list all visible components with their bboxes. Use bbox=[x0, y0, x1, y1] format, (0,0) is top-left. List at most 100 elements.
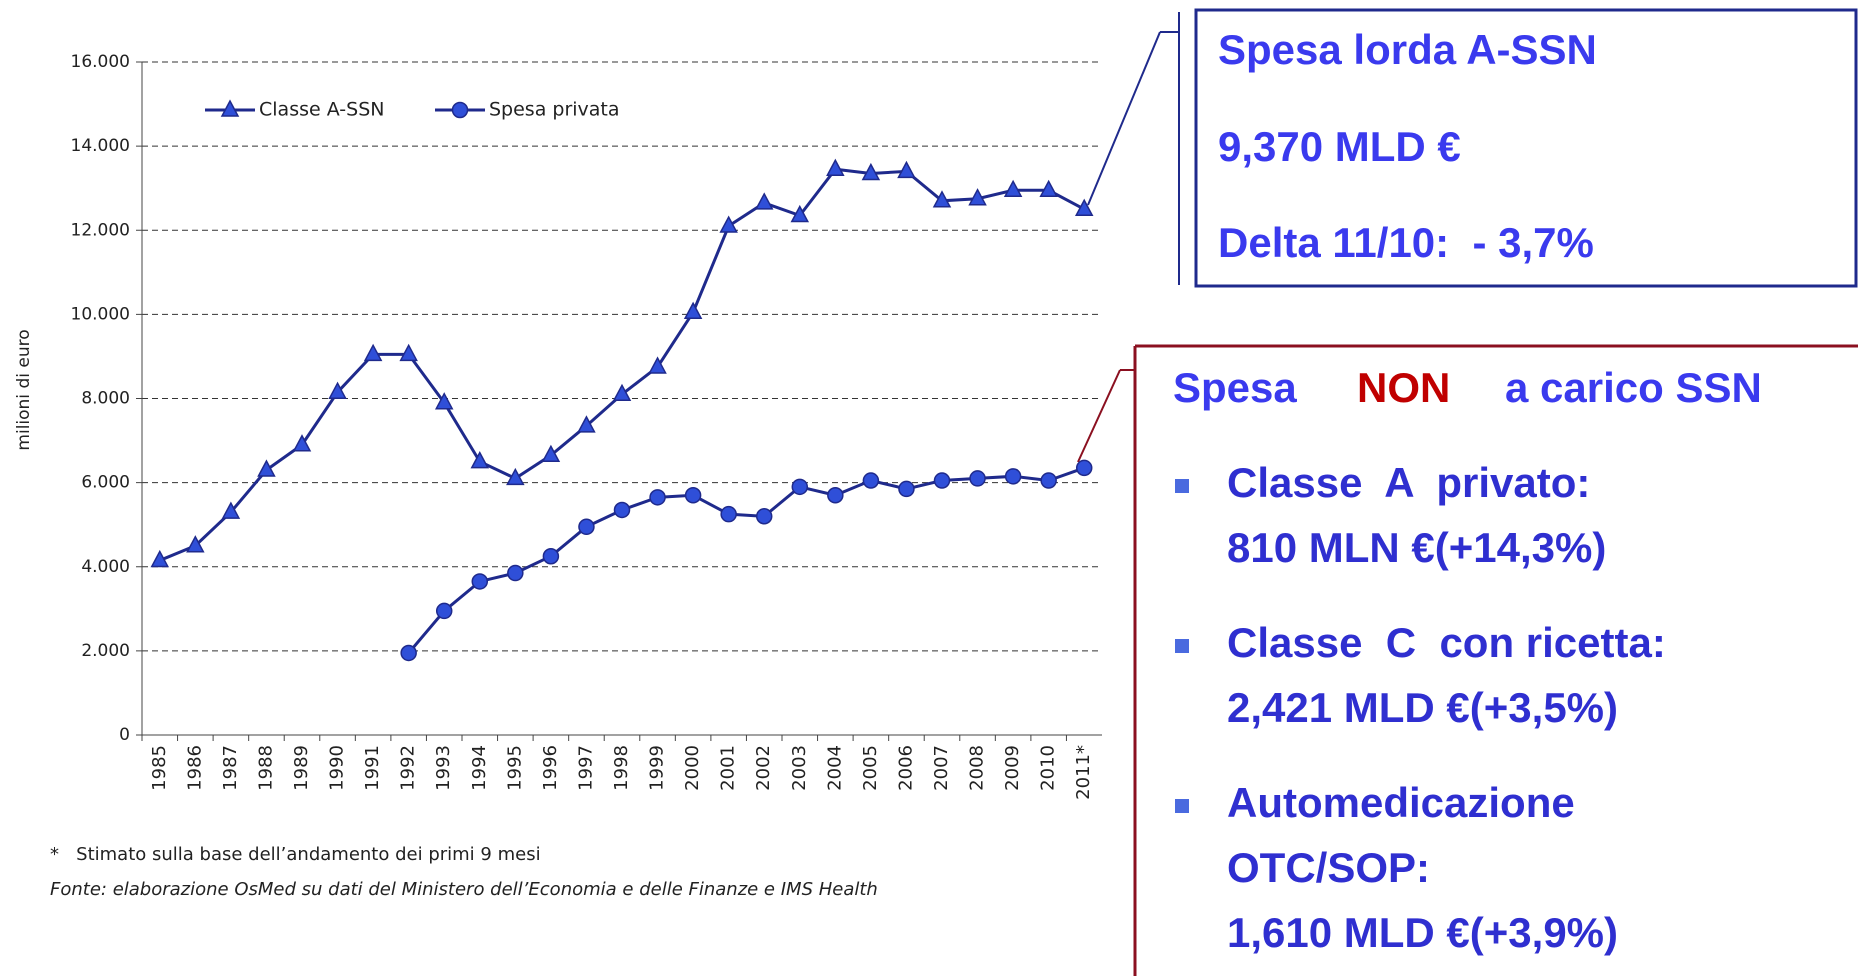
panel-private-item: Classe A privato: bbox=[1227, 459, 1590, 506]
data-point bbox=[470, 451, 490, 469]
data-point bbox=[1004, 468, 1022, 485]
x-tick-label: 2001 bbox=[718, 745, 739, 791]
data-point bbox=[862, 472, 880, 489]
data-point bbox=[754, 192, 774, 210]
x-tick-label: 1998 bbox=[611, 745, 632, 791]
x-tick-label: 2008 bbox=[967, 745, 988, 791]
data-point bbox=[898, 480, 915, 498]
data-point bbox=[861, 162, 881, 181]
data-point bbox=[507, 564, 524, 582]
source: Fonte: elaborazione OsMed su dati del Mi… bbox=[50, 879, 878, 900]
data-point bbox=[648, 356, 667, 374]
data-point bbox=[720, 505, 737, 523]
data-point bbox=[399, 343, 418, 362]
y-tick-label: 0 bbox=[119, 725, 130, 745]
data-point bbox=[683, 301, 703, 320]
legend-label: Classe A-SSN bbox=[259, 99, 385, 121]
panel-ssn-delta: Delta 11/10: - 3,7% bbox=[1218, 219, 1594, 266]
x-tick-label: 2000 bbox=[682, 745, 703, 791]
y-tick-label: 14.000 bbox=[71, 136, 130, 156]
data-point bbox=[969, 470, 986, 487]
data-point bbox=[826, 158, 845, 177]
legend-label: Spesa privata bbox=[489, 99, 620, 121]
data-point bbox=[578, 518, 595, 536]
data-point bbox=[400, 644, 417, 662]
data-point bbox=[186, 535, 205, 553]
x-tick-label: 2002 bbox=[753, 745, 774, 791]
x-tick-label: 2010 bbox=[1038, 745, 1059, 791]
legend-marker bbox=[220, 99, 240, 117]
data-point bbox=[649, 489, 666, 506]
data-point bbox=[435, 602, 453, 620]
x-tick-label: 2011* bbox=[1073, 745, 1094, 800]
data-point bbox=[434, 392, 454, 410]
panel-private-item: Automedicazione bbox=[1227, 779, 1575, 826]
y-tick-label: 4.000 bbox=[81, 557, 130, 577]
data-point bbox=[790, 204, 810, 223]
data-point bbox=[1039, 179, 1058, 198]
data-point bbox=[221, 501, 241, 519]
callout bbox=[1077, 369, 1121, 463]
x-tick-label: 1985 bbox=[149, 745, 170, 791]
x-tick-label: 1987 bbox=[220, 745, 241, 791]
panel-private-item: OTC/SOP: bbox=[1227, 844, 1430, 891]
bullet bbox=[1175, 639, 1189, 653]
data-point bbox=[257, 459, 276, 477]
x-tick-label: 1989 bbox=[291, 745, 312, 791]
x-tick-label: 1999 bbox=[647, 745, 668, 791]
panel-private-item: Classe C con ricetta: bbox=[1227, 619, 1666, 666]
y-tick-label: 6.000 bbox=[81, 473, 130, 493]
x-tick-label: 1994 bbox=[469, 745, 490, 791]
x-tick-label: 1997 bbox=[575, 745, 596, 791]
data-point bbox=[471, 573, 489, 590]
data-point bbox=[719, 215, 738, 233]
data-point bbox=[328, 381, 347, 399]
panel-ssn-amount: 9,370 MLD € bbox=[1218, 123, 1461, 170]
y-tick-label: 8.000 bbox=[81, 389, 130, 409]
footnote: * Stimato sulla base dell’andamento dei … bbox=[50, 844, 541, 865]
x-tick-label: 1988 bbox=[255, 745, 276, 791]
x-tick-label: 1993 bbox=[433, 745, 454, 791]
x-tick-label: 1995 bbox=[504, 745, 525, 791]
y-tick-label: 10.000 bbox=[71, 304, 130, 324]
x-tick-label: 2007 bbox=[931, 745, 952, 791]
panel-private-item: 1,610 MLD €(+3,9%) bbox=[1227, 909, 1618, 956]
data-point bbox=[932, 190, 952, 208]
x-tick-label: 2003 bbox=[789, 745, 810, 791]
data-point bbox=[541, 444, 561, 463]
data-point bbox=[577, 415, 596, 433]
y-axis-label: milioni di euro bbox=[14, 329, 34, 450]
data-point bbox=[1040, 472, 1057, 489]
data-point bbox=[363, 343, 383, 362]
y-tick-label: 2.000 bbox=[81, 641, 130, 661]
data-point bbox=[506, 467, 525, 486]
data-point bbox=[933, 472, 951, 489]
x-tick-label: 1992 bbox=[398, 745, 419, 791]
data-point bbox=[684, 486, 702, 504]
data-point bbox=[612, 383, 632, 402]
data-point bbox=[1075, 459, 1093, 477]
legend-marker bbox=[451, 101, 469, 119]
panel-ssn-box bbox=[1194, 8, 1858, 288]
data-point bbox=[791, 478, 809, 496]
y-tick-label: 16.000 bbox=[71, 52, 130, 72]
panel-private-item: 810 MLN €(+14,3%) bbox=[1227, 524, 1606, 571]
data-point bbox=[1074, 198, 1094, 216]
data-point bbox=[292, 434, 312, 452]
x-tick-label: 1991 bbox=[362, 745, 383, 791]
data-point bbox=[968, 188, 987, 206]
x-tick-label: 1990 bbox=[327, 745, 348, 791]
x-tick-label: 2004 bbox=[824, 745, 845, 791]
bullet bbox=[1175, 799, 1189, 813]
x-tick-label: 1996 bbox=[540, 745, 561, 791]
data-point bbox=[613, 501, 631, 519]
data-point bbox=[827, 486, 844, 504]
data-point bbox=[1003, 179, 1023, 198]
x-tick-label: 2009 bbox=[1002, 745, 1023, 791]
panel-private-title: a carico SSN bbox=[1505, 364, 1762, 411]
panel-private-item: 2,421 MLD €(+3,5%) bbox=[1227, 684, 1618, 731]
callout bbox=[1087, 31, 1161, 206]
data-point bbox=[897, 160, 916, 179]
y-tick-label: 12.000 bbox=[71, 220, 130, 240]
data-point bbox=[150, 549, 170, 568]
